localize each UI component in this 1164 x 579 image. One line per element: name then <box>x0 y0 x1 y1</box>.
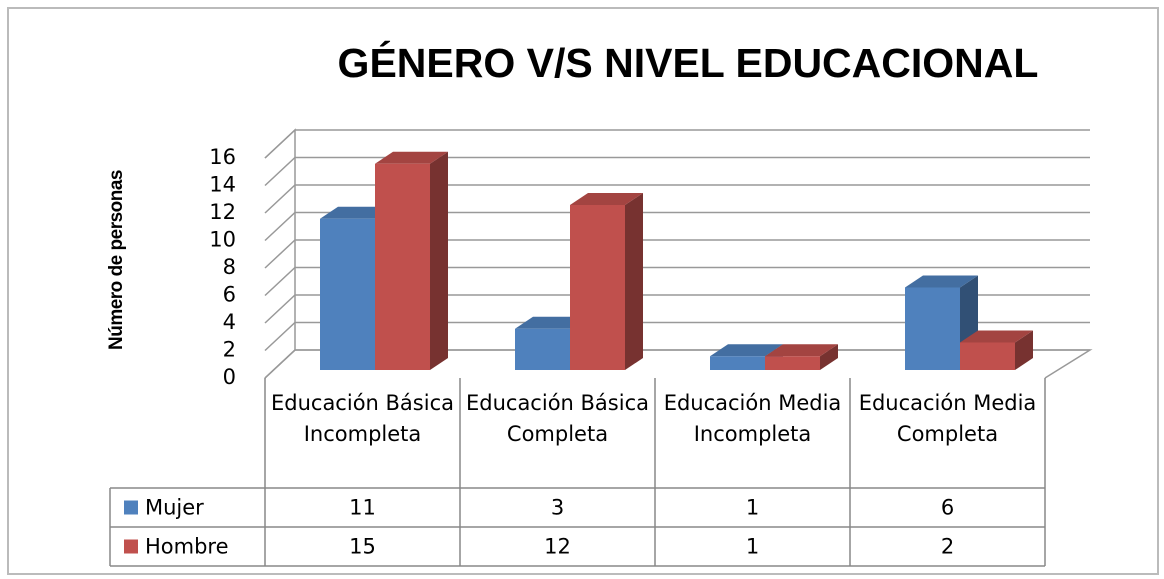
y-axis-label: Número de personas <box>106 170 127 350</box>
table-value: 2 <box>941 535 954 559</box>
grid-line <box>264 294 1090 324</box>
y-tick-label: 12 <box>209 200 236 224</box>
grid-line <box>264 321 1090 352</box>
grid-line <box>264 184 1090 214</box>
bar <box>765 344 838 370</box>
grid-line <box>264 211 1090 242</box>
bar-top <box>570 193 643 205</box>
category-label-box: Educación Media Completa <box>858 391 1037 446</box>
bar-top <box>710 344 783 357</box>
y-tick-label: 4 <box>223 310 236 334</box>
table-value: 15 <box>349 535 376 559</box>
grid-line <box>264 156 1090 187</box>
category-label-box: Educación Media Incompleta <box>663 391 842 446</box>
bar-front <box>905 287 960 370</box>
table-value: 12 <box>544 535 571 559</box>
y-tick-label: 10 <box>209 228 236 252</box>
y-tick-label: 14 <box>209 173 236 197</box>
table-value: 1 <box>746 535 759 559</box>
y-tick-label: 6 <box>223 283 236 307</box>
legend-key <box>124 539 138 554</box>
y-tick-label: 16 <box>209 145 236 169</box>
category-label-box: Educación Básica Incompleta <box>270 391 454 446</box>
bar-front <box>570 205 625 370</box>
bar-front <box>960 342 1015 370</box>
grid-line <box>264 129 1090 159</box>
bar-top <box>765 344 838 357</box>
legend-label: Mujer <box>145 496 204 520</box>
bar-side <box>1015 330 1033 370</box>
table-value: 3 <box>551 496 564 520</box>
bar-side <box>430 151 448 370</box>
chart-title: GÉNERO V/S NIVEL EDUCACIONAL <box>338 40 1039 86</box>
x-tick-label: Educación Básica Completa <box>465 391 649 446</box>
table-value: 11 <box>349 496 376 520</box>
table-value: 1 <box>746 496 759 520</box>
x-tick-label: Educación Básica Incompleta <box>270 391 454 446</box>
table-value: 6 <box>941 496 954 520</box>
bar-top <box>905 275 978 288</box>
bar <box>960 330 1033 370</box>
bar-front <box>320 218 375 370</box>
bar-top <box>375 151 448 164</box>
bar-top <box>960 330 1033 343</box>
x-tick-label: Educación Media Completa <box>858 391 1037 446</box>
bar <box>570 193 643 370</box>
bar-top <box>515 316 588 329</box>
bar-front <box>710 356 765 370</box>
legend-key <box>124 500 138 515</box>
x-tick-label: Educación Media Incompleta <box>663 391 842 446</box>
y-tick-label: 0 <box>223 365 236 389</box>
bar-front <box>515 328 570 370</box>
category-label-box: Educación Básica Completa <box>465 391 649 446</box>
y-tick-label: 2 <box>223 338 236 362</box>
bar-front <box>765 356 820 370</box>
bar <box>375 151 448 370</box>
bar-front <box>375 163 430 370</box>
bar-side <box>820 344 838 370</box>
bar-top <box>320 206 393 219</box>
legend-label: Hombre <box>145 535 229 559</box>
grid-line <box>264 266 1090 297</box>
bar-side <box>625 193 643 370</box>
grid-line <box>264 239 1090 269</box>
y-tick-label: 8 <box>223 255 236 279</box>
